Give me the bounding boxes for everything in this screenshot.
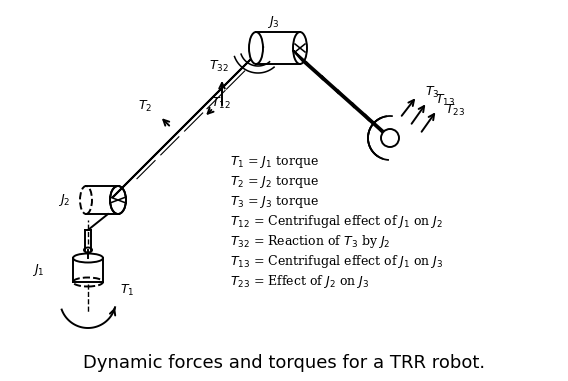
Text: $T_{32}$: $T_{32}$ [209, 59, 229, 74]
Text: $J_3$: $J_3$ [267, 14, 279, 30]
Text: $T_1$ = $J_1$ torque: $T_1$ = $J_1$ torque [230, 154, 319, 170]
Text: $T_3$ = $J_3$ torque: $T_3$ = $J_3$ torque [230, 194, 319, 210]
Text: $T_1$: $T_1$ [120, 282, 135, 298]
Text: $T_2$ = $J_2$ torque: $T_2$ = $J_2$ torque [230, 174, 319, 190]
Text: $T_{12}$: $T_{12}$ [211, 96, 231, 111]
Text: $T_2$: $T_2$ [137, 99, 152, 114]
Text: $T_{13}$ = Centrifugal effect of $J_1$ on $J_3$: $T_{13}$ = Centrifugal effect of $J_1$ o… [230, 253, 444, 271]
Text: $T_{13}$: $T_{13}$ [435, 93, 455, 107]
Text: $T_3$: $T_3$ [425, 85, 440, 99]
Ellipse shape [293, 32, 307, 64]
Text: $T_{23}$: $T_{23}$ [445, 102, 465, 118]
Text: $T_{12}$ = Centrifugal effect of $J_1$ on $J_2$: $T_{12}$ = Centrifugal effect of $J_1$ o… [230, 213, 443, 231]
Ellipse shape [249, 32, 263, 64]
Text: Dynamic forces and torques for a TRR robot.: Dynamic forces and torques for a TRR rob… [83, 354, 485, 372]
Text: $J_2$: $J_2$ [58, 192, 70, 208]
Text: $J_1$: $J_1$ [32, 262, 44, 278]
Ellipse shape [110, 186, 126, 214]
Text: $T_{23}$ = Effect of $J_2$ on $J_3$: $T_{23}$ = Effect of $J_2$ on $J_3$ [230, 274, 369, 290]
Text: $T_{32}$ = Reaction of $T_3$ by $J_2$: $T_{32}$ = Reaction of $T_3$ by $J_2$ [230, 234, 390, 250]
Ellipse shape [381, 129, 399, 147]
